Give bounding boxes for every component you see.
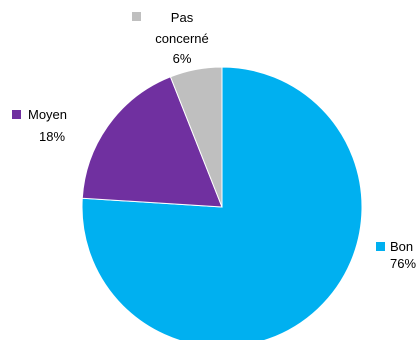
slice-label-pas-concern--line-2: concerné — [155, 31, 208, 46]
slice-label-moyen: Moyen — [28, 107, 67, 122]
pie-slice-bon — [81, 66, 363, 340]
slice-label-bon: Bon — [390, 239, 413, 254]
slice-label-pas-concern--line-1: Pas — [171, 10, 194, 25]
legend-key-pas-concern- — [132, 12, 141, 21]
pie-slices — [81, 66, 363, 340]
pie-slice-moyen — [81, 76, 223, 208]
slice-percent-bon: 76% — [390, 256, 416, 271]
legend-key-moyen — [12, 110, 21, 119]
pie-labels: Bon 76% Moyen 18% Pas concerné 6% — [12, 10, 416, 271]
pie-slice-pas-concern- — [169, 66, 223, 208]
legend-key-bon — [376, 242, 385, 251]
slice-percent-moyen: 18% — [39, 129, 65, 144]
slice-percent-pas-concern-: 6% — [173, 51, 192, 66]
